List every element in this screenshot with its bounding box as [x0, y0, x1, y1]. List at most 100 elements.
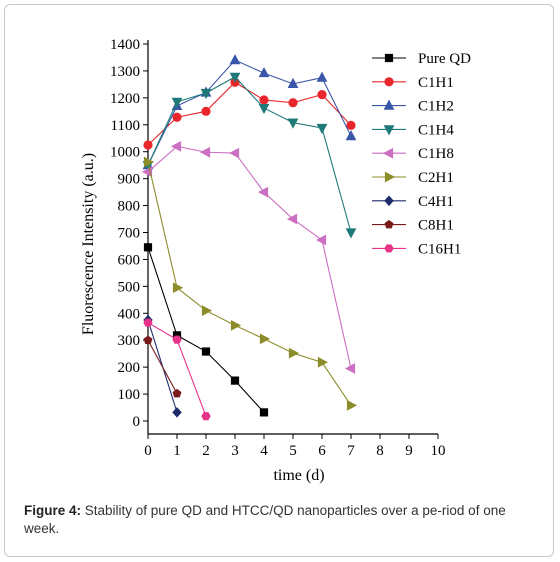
chart: 0100200300400500600700800900100011001200…	[80, 37, 471, 484]
y-tick-label: 1000	[110, 145, 140, 161]
x-tick-label: 0	[144, 443, 152, 459]
data-point	[199, 146, 211, 158]
data-point	[287, 77, 299, 88]
data-point	[201, 305, 213, 316]
series-c1h4	[142, 72, 357, 239]
data-point	[172, 335, 182, 344]
data-point	[201, 106, 211, 116]
legend-marker	[384, 77, 394, 87]
data-point	[345, 130, 357, 141]
x-tick-label: 7	[347, 443, 355, 459]
data-point	[288, 347, 300, 359]
legend-marker	[384, 53, 394, 63]
series-line	[147, 145, 352, 369]
data-point	[143, 140, 153, 150]
data-point	[170, 140, 182, 152]
chart-axes: 0100200300400500600700800900100011001200…	[110, 37, 446, 459]
series-line	[147, 59, 352, 166]
data-point	[346, 120, 356, 130]
y-tick-label: 1400	[110, 37, 140, 53]
data-point	[143, 318, 153, 327]
series-line	[147, 81, 352, 146]
data-point	[172, 407, 182, 418]
data-point	[259, 408, 269, 417]
y-tick-label: 100	[118, 387, 141, 403]
x-tick-label: 2	[202, 443, 210, 459]
legend-marker	[383, 125, 395, 136]
series-pure-qd	[143, 243, 269, 417]
legend-label: C1H1	[418, 75, 454, 91]
legend-item: C1H8	[372, 146, 454, 162]
legend-label: C16H1	[418, 241, 461, 257]
y-tick-label: 800	[118, 199, 141, 215]
x-axis-label: time (d)	[273, 467, 324, 484]
data-point	[344, 363, 356, 374]
legend-label: Pure QD	[418, 51, 471, 67]
data-point	[286, 213, 298, 225]
data-point	[229, 54, 241, 65]
x-tick-label: 8	[376, 443, 384, 459]
series-c1h1	[143, 77, 356, 150]
data-point	[317, 356, 329, 368]
figure-frame	[4, 4, 554, 557]
data-point	[345, 228, 357, 239]
legend-item: Pure QD	[372, 51, 471, 67]
series-c16h1	[143, 318, 211, 421]
series-c1h8	[141, 140, 356, 374]
legend-item: C8H1	[372, 218, 454, 234]
legend-item: C1H2	[372, 99, 454, 115]
chart-series	[141, 54, 358, 421]
legend-label: C4H1	[418, 194, 454, 210]
data-point	[259, 95, 269, 105]
legend-item: C1H1	[372, 75, 454, 91]
data-point	[317, 90, 327, 100]
data-point	[143, 243, 153, 252]
data-point	[172, 388, 182, 398]
data-point	[230, 320, 242, 331]
data-point	[316, 71, 328, 82]
y-tick-label: 1300	[110, 64, 140, 80]
data-point	[172, 112, 182, 122]
figure-caption: Figure 4: Stability of pure QD and HTCC/…	[24, 502, 529, 538]
x-tick-label: 5	[289, 443, 297, 459]
y-tick-label: 200	[118, 360, 141, 376]
data-point	[171, 97, 183, 108]
data-point	[230, 376, 240, 385]
y-tick-label: 1100	[111, 118, 140, 134]
data-point	[257, 186, 269, 198]
x-tick-label: 4	[260, 443, 268, 459]
legend-marker	[384, 244, 394, 253]
legend-item: C16H1	[372, 241, 461, 257]
legend-item: C1H4	[372, 122, 454, 138]
data-point	[258, 67, 270, 78]
data-point	[143, 335, 153, 345]
data-point	[316, 123, 328, 135]
x-tick-label: 1	[173, 443, 181, 459]
y-tick-label: 400	[118, 306, 141, 322]
y-tick-label: 700	[118, 226, 141, 242]
data-point	[288, 98, 298, 108]
y-tick-label: 0	[133, 414, 141, 430]
data-point	[287, 118, 299, 129]
caption-label: Figure 4:	[24, 503, 82, 518]
y-tick-label: 900	[118, 172, 141, 188]
legend-item: C2H1	[372, 170, 454, 186]
legend-label: C1H8	[418, 146, 454, 162]
data-point	[346, 400, 358, 411]
series-c2h1	[143, 156, 358, 411]
data-point	[258, 103, 270, 115]
data-point	[200, 88, 212, 100]
legend-label: C8H1	[418, 218, 454, 234]
caption-text: Stability of pure QD and HTCC/QD nanopar…	[24, 503, 506, 536]
legend-marker	[384, 195, 394, 207]
x-tick-label: 6	[318, 443, 326, 459]
data-point	[143, 156, 155, 168]
legend-item: C4H1	[372, 194, 454, 210]
chart-legend: Pure QD C1H1 C1H2 C1H4 C1H8 C2H1 C4H1 C8H1 C16H1	[372, 51, 471, 257]
y-tick-label: 1200	[110, 91, 140, 107]
legend-marker	[384, 171, 396, 183]
x-tick-label: 3	[231, 443, 239, 459]
data-point	[201, 412, 211, 421]
y-axis-label: Fluorescence Intensity (a.u.)	[80, 153, 97, 335]
legend-label: C1H2	[418, 99, 454, 115]
